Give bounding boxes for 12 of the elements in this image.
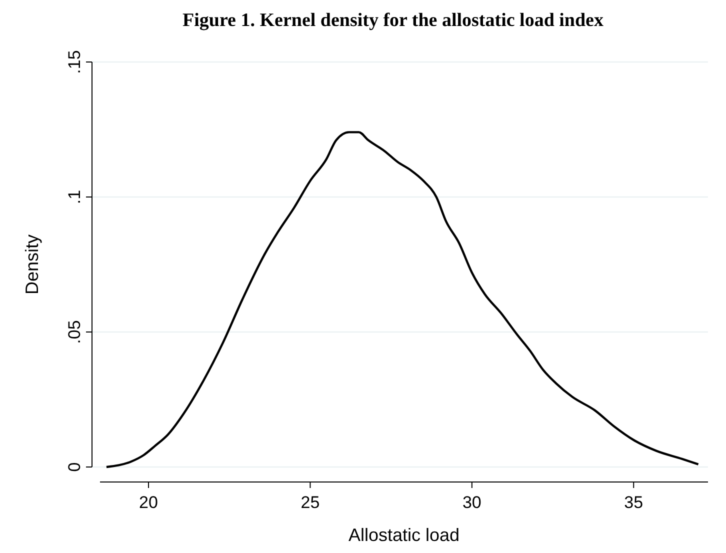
x-tick-label: 25	[300, 493, 320, 512]
x-tick-label: 35	[624, 493, 644, 512]
x-tick-label: 20	[139, 493, 158, 512]
y-tick-label: 0	[65, 462, 84, 472]
x-tick-label: 30	[462, 493, 482, 512]
y-tick-label: .15	[65, 50, 84, 74]
x-axis-title: Allostatic load	[348, 525, 460, 545]
y-tick-label: .05	[65, 320, 84, 344]
y-axis-title: Density	[22, 234, 42, 295]
line-series	[105, 131, 700, 468]
y-tick-label: .1	[65, 190, 84, 204]
chart-title: Figure 1. Kernel density for the allostatic load index	[182, 10, 604, 31]
